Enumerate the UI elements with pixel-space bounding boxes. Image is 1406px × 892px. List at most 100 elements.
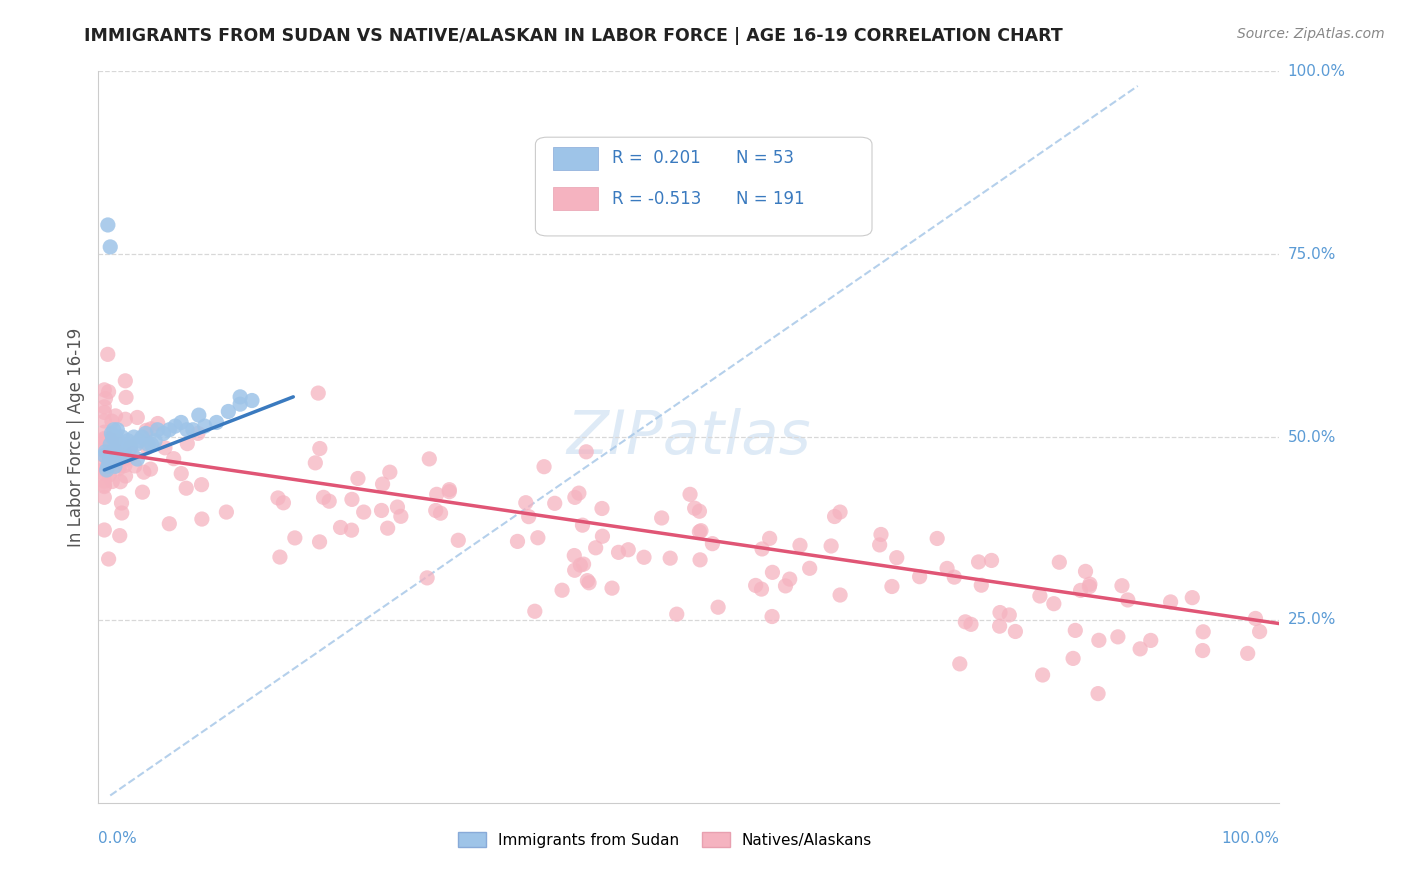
Natives/Alaskans [353, 505, 375, 519]
Natives/Alaskans [93, 479, 115, 493]
Immigrants from Sudan [217, 404, 239, 418]
Natives/Alaskans [312, 491, 335, 505]
Immigrants from Sudan [128, 434, 150, 448]
Immigrants from Sudan [157, 423, 180, 437]
Natives/Alaskans [820, 539, 842, 553]
Natives/Alaskans [970, 578, 993, 592]
Immigrants from Sudan [112, 444, 135, 458]
Natives/Alaskans [135, 423, 157, 437]
Natives/Alaskans [960, 617, 983, 632]
Immigrants from Sudan [101, 448, 124, 462]
Natives/Alaskans [100, 435, 122, 450]
Natives/Alaskans [886, 550, 908, 565]
Immigrants from Sudan [141, 437, 163, 451]
Natives/Alaskans [93, 432, 115, 446]
Immigrants from Sudan [117, 434, 139, 448]
Immigrants from Sudan [165, 419, 187, 434]
Natives/Alaskans [591, 501, 613, 516]
Natives/Alaskans [688, 524, 710, 539]
Immigrants from Sudan [125, 437, 148, 451]
Natives/Alaskans [551, 583, 574, 598]
Natives/Alaskans [371, 477, 394, 491]
Natives/Alaskans [683, 501, 706, 516]
Natives/Alaskans [1070, 583, 1092, 598]
Natives/Alaskans [943, 570, 966, 584]
Natives/Alaskans [707, 600, 730, 615]
Immigrants from Sudan [98, 452, 121, 467]
Natives/Alaskans [633, 550, 655, 565]
Text: 25.0%: 25.0% [1288, 613, 1336, 627]
Immigrants from Sudan [100, 426, 122, 441]
Immigrants from Sudan [122, 430, 145, 444]
Natives/Alaskans [377, 521, 399, 535]
Immigrants from Sudan [170, 416, 193, 430]
Natives/Alaskans [170, 467, 193, 481]
Immigrants from Sudan [105, 452, 128, 467]
Natives/Alaskans [429, 506, 451, 520]
Natives/Alaskans [284, 531, 307, 545]
Natives/Alaskans [105, 444, 128, 458]
Text: 100.0%: 100.0% [1222, 831, 1279, 846]
Natives/Alaskans [828, 505, 851, 519]
Natives/Alaskans [575, 445, 598, 459]
Immigrants from Sudan [146, 423, 169, 437]
Text: Source: ZipAtlas.com: Source: ZipAtlas.com [1237, 27, 1385, 41]
Immigrants from Sudan [240, 393, 263, 408]
Natives/Alaskans [114, 412, 136, 426]
Natives/Alaskans [153, 441, 176, 455]
Immigrants from Sudan [187, 408, 209, 422]
Natives/Alaskans [564, 491, 586, 505]
Natives/Alaskans [93, 478, 115, 492]
Natives/Alaskans [101, 475, 124, 489]
Natives/Alaskans [114, 469, 136, 483]
Natives/Alaskans [869, 538, 891, 552]
Immigrants from Sudan [194, 419, 217, 434]
Immigrants from Sudan [98, 240, 121, 254]
Immigrants from Sudan [104, 459, 127, 474]
Natives/Alaskans [439, 483, 461, 497]
Natives/Alaskans [689, 553, 711, 567]
Immigrants from Sudan [143, 434, 166, 448]
Immigrants from Sudan [131, 430, 153, 444]
Immigrants from Sudan [97, 459, 120, 474]
Natives/Alaskans [870, 527, 893, 541]
Natives/Alaskans [93, 449, 115, 463]
Natives/Alaskans [600, 581, 623, 595]
Immigrants from Sudan [97, 218, 120, 232]
Natives/Alaskans [93, 461, 115, 475]
Natives/Alaskans [980, 553, 1002, 567]
Immigrants from Sudan [96, 463, 118, 477]
Immigrants from Sudan [104, 434, 127, 448]
Natives/Alaskans [329, 520, 352, 534]
Natives/Alaskans [1129, 641, 1152, 656]
Natives/Alaskans [572, 557, 595, 571]
Natives/Alaskans [273, 496, 295, 510]
Natives/Alaskans [761, 566, 783, 580]
Natives/Alaskans [1029, 589, 1052, 603]
Natives/Alaskans [880, 579, 903, 593]
Natives/Alaskans [1107, 630, 1129, 644]
Natives/Alaskans [94, 449, 117, 463]
Natives/Alaskans [690, 524, 713, 538]
Natives/Alaskans [1004, 624, 1026, 639]
Natives/Alaskans [111, 506, 134, 520]
Text: 75.0%: 75.0% [1288, 247, 1336, 261]
Immigrants from Sudan [101, 430, 124, 444]
Natives/Alaskans [101, 445, 124, 459]
Natives/Alaskans [93, 383, 115, 397]
Natives/Alaskans [104, 434, 127, 448]
Legend: Immigrants from Sudan, Natives/Alaskans: Immigrants from Sudan, Natives/Alaskans [453, 825, 879, 854]
Natives/Alaskans [190, 477, 212, 491]
Natives/Alaskans [789, 538, 811, 552]
Natives/Alaskans [688, 504, 710, 518]
Natives/Alaskans [651, 511, 673, 525]
Natives/Alaskans [94, 392, 117, 406]
Immigrants from Sudan [112, 437, 135, 451]
Natives/Alaskans [94, 442, 117, 457]
Natives/Alaskans [799, 561, 821, 575]
Natives/Alaskans [340, 492, 363, 507]
Natives/Alaskans [426, 487, 449, 501]
Natives/Alaskans [96, 434, 118, 449]
Natives/Alaskans [389, 509, 412, 524]
Immigrants from Sudan [105, 430, 128, 444]
